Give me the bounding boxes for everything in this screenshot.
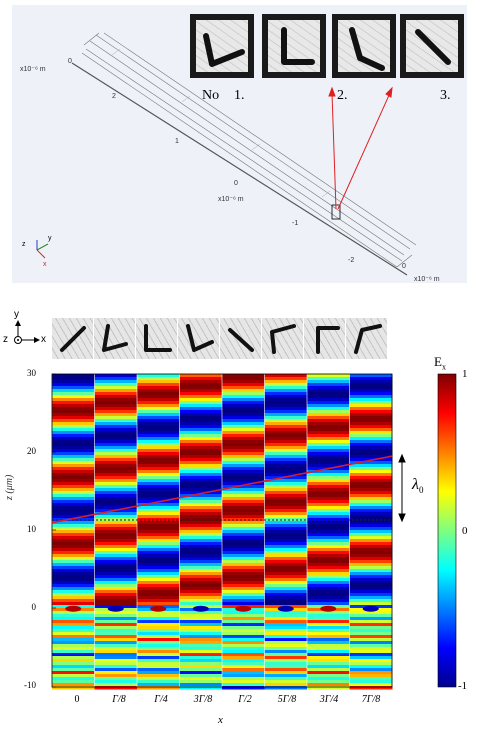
y-tick-label: 0 — [31, 602, 37, 612]
antenna-thumb — [52, 318, 93, 359]
field-heatmap — [51, 373, 457, 690]
lambda-label: λ0 — [412, 476, 424, 496]
axis-number: 1 — [175, 138, 179, 145]
triad-x-label: x — [43, 261, 47, 268]
antenna-thumbnail-row — [52, 318, 392, 362]
phase-gradient-line — [51, 455, 393, 524]
antenna-hotspot — [362, 605, 379, 612]
axis-number: 0 — [402, 263, 406, 270]
antenna-thumb — [136, 318, 177, 359]
axis-number: 0 — [234, 180, 238, 187]
y-axis-label: z (μm) — [4, 474, 15, 500]
label-no: No — [202, 88, 220, 103]
colorbar-max-label: 1 — [462, 368, 468, 380]
x-tick-label: 3Γ/4 — [319, 694, 339, 705]
plot-frame — [51, 373, 393, 688]
antenna-thumb — [304, 318, 345, 359]
label-3: 3. — [440, 88, 451, 103]
x-tick-label: Γ/4 — [154, 694, 168, 705]
wavelength-marker — [398, 453, 406, 523]
antenna-thumb — [178, 318, 219, 359]
axis-number: 0 — [68, 58, 72, 65]
triad-y-label: y — [48, 235, 52, 242]
x-tick-label: 5Γ/8 — [277, 694, 297, 705]
antenna-hotspot — [320, 605, 337, 612]
x-tick-label: Γ/8 — [112, 694, 126, 705]
antenna-hotspot — [235, 605, 252, 612]
antenna-thumb — [346, 318, 387, 359]
label-2: 2. — [337, 88, 348, 103]
x-tick-label: Γ/2 — [238, 694, 252, 705]
antenna-hotspot — [107, 605, 124, 612]
geometry-drawing — [36, 32, 417, 276]
antenna-thumb — [220, 318, 261, 359]
antenna-hotspot — [65, 605, 82, 612]
label-1: 1. — [234, 88, 245, 103]
antenna-hotspot — [277, 605, 294, 612]
x-tick-label: 7Γ/8 — [361, 694, 381, 705]
coord-z-label: z — [3, 334, 8, 345]
colorbar-title: Ex — [434, 354, 446, 372]
axis-number: -2 — [348, 257, 355, 264]
antenna-inset-3 — [332, 14, 396, 78]
antenna-thumb — [262, 318, 303, 359]
antenna-thumb — [94, 318, 135, 359]
axis-unit-label: x10⁻⁶ m — [20, 66, 46, 73]
y-tick-label: 20 — [27, 446, 36, 456]
triad-z-label: z — [22, 241, 26, 248]
y-tick-label: 10 — [27, 524, 36, 534]
coord-y-label: y — [14, 309, 19, 320]
colorbar-mid-label: 0 — [462, 525, 468, 537]
axis-unit-label: x10⁻⁶ m — [218, 196, 244, 203]
colorbar — [437, 373, 457, 688]
antenna-hotspot — [150, 605, 167, 612]
coord-axes-icon — [14, 320, 40, 344]
y-tick-label: 30 — [27, 368, 36, 378]
antenna-hotspot — [192, 605, 209, 612]
coord-x-label: x — [41, 334, 46, 345]
y-tick-label: -10 — [24, 680, 36, 690]
axis-number: 2 — [112, 93, 116, 100]
colorbar-min-label: -1 — [458, 680, 468, 692]
axis-number: -1 — [292, 220, 299, 227]
antenna-inset-4 — [400, 14, 464, 78]
x-tick-label: 0 — [74, 694, 80, 705]
antenna-inset-2 — [262, 14, 326, 78]
antenna-inset-1 — [190, 14, 254, 78]
x-axis-label: x — [218, 714, 223, 726]
x-tick-label: 3Γ/8 — [193, 694, 213, 705]
axis-unit-label: x10⁻⁶ m — [414, 276, 440, 283]
